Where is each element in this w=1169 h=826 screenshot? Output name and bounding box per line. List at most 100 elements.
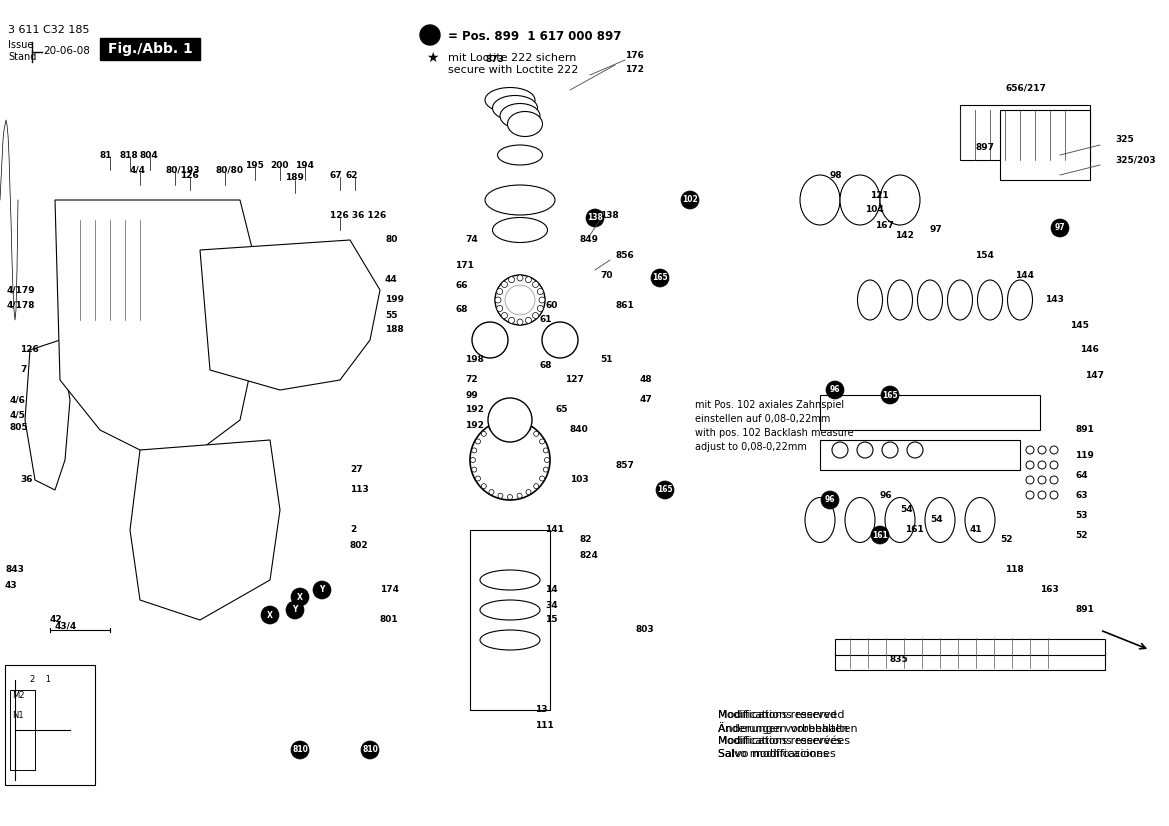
Text: Änderungen vorbehalten: Änderungen vorbehalten <box>718 722 858 734</box>
Text: 66: 66 <box>455 281 468 289</box>
Circle shape <box>1038 461 1046 469</box>
Text: 14: 14 <box>545 586 558 595</box>
Polygon shape <box>55 200 260 460</box>
Circle shape <box>498 493 503 498</box>
Text: 4/4: 4/4 <box>130 165 146 174</box>
Circle shape <box>881 442 898 458</box>
Circle shape <box>534 431 539 436</box>
Circle shape <box>682 191 699 209</box>
Circle shape <box>517 275 523 281</box>
Circle shape <box>526 490 531 495</box>
Ellipse shape <box>480 630 540 650</box>
Circle shape <box>470 458 476 463</box>
Text: 102: 102 <box>683 196 698 205</box>
Circle shape <box>489 425 494 430</box>
Text: mit Pos. 102 axiales Zahnspiel: mit Pos. 102 axiales Zahnspiel <box>696 400 844 410</box>
Circle shape <box>881 386 899 404</box>
Text: Y: Y <box>319 586 325 595</box>
Text: 81: 81 <box>101 150 112 159</box>
Text: 55: 55 <box>385 311 397 320</box>
Circle shape <box>534 484 539 489</box>
Polygon shape <box>130 440 281 620</box>
Text: 167: 167 <box>876 221 894 230</box>
Text: 15: 15 <box>545 615 558 624</box>
Text: 62: 62 <box>345 170 358 179</box>
Text: Modifications reservées: Modifications reservées <box>718 736 850 746</box>
Ellipse shape <box>500 103 540 129</box>
Ellipse shape <box>507 112 542 136</box>
Ellipse shape <box>887 280 913 320</box>
Text: 97: 97 <box>1054 224 1065 232</box>
Text: 118: 118 <box>1005 566 1024 575</box>
Circle shape <box>507 495 512 500</box>
Circle shape <box>1050 461 1058 469</box>
Text: 99: 99 <box>465 391 478 400</box>
Circle shape <box>526 425 531 430</box>
Circle shape <box>533 312 539 319</box>
Text: 805: 805 <box>11 424 28 433</box>
Text: 192: 192 <box>465 406 484 415</box>
Text: 72: 72 <box>465 376 478 384</box>
Text: Modifications reserved: Modifications reserved <box>718 710 837 720</box>
Text: 43/4: 43/4 <box>55 621 77 630</box>
Text: 163: 163 <box>1040 586 1059 595</box>
Circle shape <box>476 476 480 481</box>
Text: 113: 113 <box>350 486 368 495</box>
Circle shape <box>544 448 548 453</box>
Text: 803: 803 <box>635 625 653 634</box>
Circle shape <box>1038 476 1046 484</box>
Text: 27: 27 <box>350 466 362 474</box>
Circle shape <box>1050 491 1058 499</box>
Ellipse shape <box>485 88 535 112</box>
Text: 843: 843 <box>5 566 23 575</box>
Text: Salvo modificaciones: Salvo modificaciones <box>718 749 836 759</box>
Circle shape <box>286 601 304 619</box>
Text: 80: 80 <box>385 235 397 244</box>
Text: 161: 161 <box>872 530 888 539</box>
Circle shape <box>1038 491 1046 499</box>
Text: 194: 194 <box>295 160 314 169</box>
Circle shape <box>420 25 440 45</box>
Text: 143: 143 <box>1045 296 1064 305</box>
Circle shape <box>651 269 669 287</box>
Text: 80/193: 80/193 <box>165 165 200 174</box>
Text: 104: 104 <box>865 206 884 215</box>
Circle shape <box>517 493 523 498</box>
Text: 3 611 C32 185: 3 611 C32 185 <box>8 25 90 35</box>
Circle shape <box>907 442 924 458</box>
Text: 161: 161 <box>905 525 924 534</box>
Text: 20-06-08: 20-06-08 <box>43 46 90 56</box>
Ellipse shape <box>885 497 915 543</box>
Text: 97: 97 <box>931 225 942 235</box>
Circle shape <box>502 312 507 319</box>
Circle shape <box>545 458 549 463</box>
Text: 199: 199 <box>385 296 404 305</box>
Circle shape <box>509 317 514 323</box>
Text: 36: 36 <box>20 476 33 485</box>
Circle shape <box>476 439 480 444</box>
Circle shape <box>826 381 844 399</box>
Text: 165: 165 <box>883 391 898 400</box>
Ellipse shape <box>964 497 995 543</box>
Text: 96: 96 <box>825 496 835 505</box>
Circle shape <box>498 422 503 427</box>
Bar <box>101 38 200 60</box>
Circle shape <box>507 420 512 425</box>
Ellipse shape <box>498 145 542 165</box>
Text: 68: 68 <box>540 360 553 369</box>
Text: 64: 64 <box>1075 471 1087 480</box>
Text: 176: 176 <box>625 50 644 59</box>
Circle shape <box>540 476 545 481</box>
Text: 126: 126 <box>20 345 39 354</box>
Circle shape <box>821 491 839 509</box>
Ellipse shape <box>880 175 920 225</box>
Text: 48: 48 <box>639 376 652 384</box>
Circle shape <box>525 277 532 282</box>
Text: Fig./Abb. 1: Fig./Abb. 1 <box>108 42 193 56</box>
Text: 804: 804 <box>140 150 159 159</box>
Text: 138: 138 <box>587 213 603 222</box>
Text: Modifications reservées: Modifications reservées <box>718 736 842 746</box>
Circle shape <box>517 422 523 427</box>
Text: 188: 188 <box>385 325 403 335</box>
Text: X: X <box>267 610 272 620</box>
